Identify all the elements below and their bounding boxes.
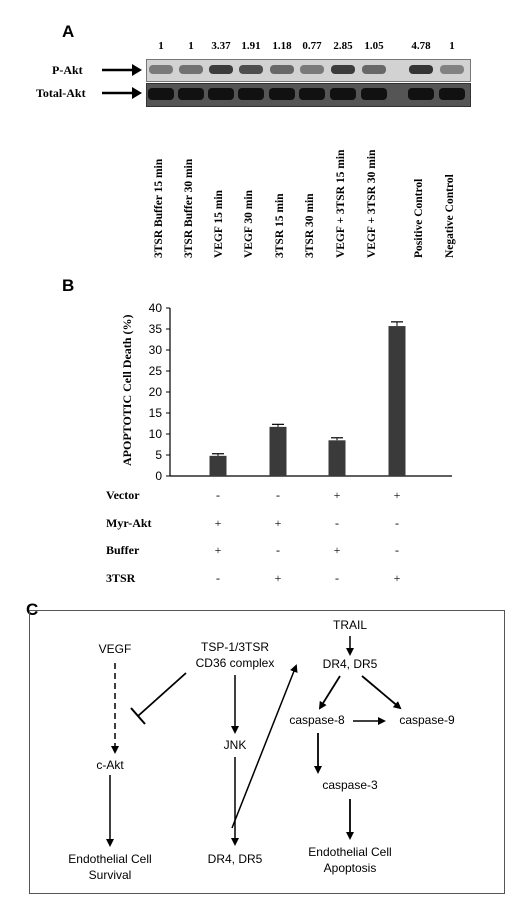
panel-a-label: A bbox=[62, 22, 75, 41]
lane-label: VEGF + 3TSR 30 min bbox=[366, 149, 378, 258]
densitometry-value: 4.78 bbox=[411, 40, 431, 52]
densitometry-value: 1.18 bbox=[272, 40, 292, 52]
total-akt-band bbox=[330, 88, 356, 100]
densitometry-value: 1.05 bbox=[364, 40, 384, 52]
y-tick-label: 25 bbox=[149, 364, 163, 378]
treatment-sign: - bbox=[335, 571, 339, 585]
apoptosis-line2: Apoptosis bbox=[323, 861, 377, 875]
y-tick-label: 20 bbox=[149, 385, 163, 399]
vegf-node: VEGF bbox=[98, 642, 132, 656]
y-tick-label: 15 bbox=[149, 406, 163, 420]
treatment-row-label: 3TSR bbox=[106, 571, 136, 585]
p-akt-band bbox=[300, 65, 324, 74]
total-akt-band bbox=[408, 88, 434, 100]
lane-label: 3TSR Buffer 15 min bbox=[153, 158, 165, 258]
pathway-arrows bbox=[106, 636, 402, 847]
dr-bottom-node: DR4, DR5 bbox=[207, 852, 263, 866]
c-akt-node: c-Akt bbox=[96, 758, 124, 772]
densitometry-value: 1.91 bbox=[241, 40, 261, 52]
treatment-sign: - bbox=[395, 543, 399, 557]
treatment-sign: + bbox=[333, 488, 341, 502]
treatment-sign: - bbox=[216, 571, 220, 585]
treatment-sign: + bbox=[393, 488, 401, 502]
treatment-sign: + bbox=[274, 571, 282, 585]
total-akt-band bbox=[269, 88, 295, 100]
y-tick-label: 35 bbox=[149, 322, 163, 336]
panel-b-label: B bbox=[62, 276, 75, 295]
treatment-sign: - bbox=[395, 516, 399, 530]
total-akt-band bbox=[178, 88, 204, 100]
diagram-frame bbox=[29, 610, 505, 894]
lane-label: VEGF 30 min bbox=[243, 190, 255, 258]
p-akt-band bbox=[409, 65, 433, 74]
densitometry-value: 1 bbox=[188, 40, 194, 52]
apoptosis-bar-chart: 0 5 10 15 20 25 30 35 40 bbox=[149, 301, 452, 483]
survival-line1: Endothelial Cell bbox=[68, 852, 152, 866]
treatment-sign: - bbox=[276, 543, 280, 557]
y-tick-label: 5 bbox=[155, 448, 162, 462]
treatment-sign: - bbox=[276, 488, 280, 502]
p-akt-band bbox=[362, 65, 386, 74]
total-akt-band bbox=[361, 88, 387, 100]
p-akt-band bbox=[440, 65, 464, 74]
lane-label: 3TSR 30 min bbox=[304, 193, 316, 258]
treatment-row-label: Buffer bbox=[106, 543, 140, 557]
apoptosis-line1: Endothelial Cell bbox=[308, 845, 392, 859]
y-tick-label: 40 bbox=[149, 301, 163, 315]
lane-label: 3TSR 15 min bbox=[274, 193, 286, 258]
total-akt-band bbox=[148, 88, 174, 100]
lane-label: 3TSR Buffer 30 min bbox=[183, 158, 195, 258]
y-tick-label: 10 bbox=[149, 427, 163, 441]
tsp-node-line1: TSP-1/3TSR bbox=[200, 640, 269, 654]
densitometry-value: 0.77 bbox=[302, 40, 322, 52]
dr-top-node: DR4, DR5 bbox=[322, 657, 378, 671]
treatment-sign: - bbox=[216, 488, 220, 502]
total-akt-band bbox=[299, 88, 325, 100]
trail-node: TRAIL bbox=[332, 618, 367, 632]
treatment-sign: + bbox=[274, 516, 282, 530]
caspase-9-node: caspase-9 bbox=[399, 713, 455, 727]
treatment-row-label: Vector bbox=[106, 488, 140, 502]
lane-label: VEGF 15 min bbox=[213, 190, 225, 258]
treatment-sign: + bbox=[393, 571, 401, 585]
bar bbox=[328, 440, 346, 476]
total-akt-band bbox=[238, 88, 264, 100]
tsp-node-line2: CD36 complex bbox=[195, 656, 275, 670]
y-tick-label: 30 bbox=[149, 343, 163, 357]
bar bbox=[388, 326, 406, 476]
bar bbox=[209, 455, 227, 476]
p-akt-band bbox=[209, 65, 233, 74]
p-akt-band bbox=[270, 65, 294, 74]
treatment-sign: + bbox=[214, 543, 222, 557]
treatment-sign: + bbox=[214, 516, 222, 530]
total-akt-label: Total-Akt bbox=[36, 86, 86, 100]
lane-label: Positive Control bbox=[413, 178, 425, 258]
p-akt-band bbox=[331, 65, 355, 74]
total-akt-band bbox=[439, 88, 465, 100]
lane-label: VEGF + 3TSR 15 min bbox=[335, 149, 347, 258]
p-akt-band bbox=[149, 65, 173, 74]
treatment-sign: + bbox=[333, 543, 341, 557]
jnk-node: JNK bbox=[223, 738, 247, 752]
treatment-row-label: Myr-Akt bbox=[106, 516, 152, 530]
bar bbox=[269, 426, 287, 476]
p-akt-label: P-Akt bbox=[52, 63, 83, 77]
densitometry-value: 1 bbox=[158, 40, 164, 52]
treatment-sign: - bbox=[335, 516, 339, 530]
p-akt-band bbox=[179, 65, 203, 74]
p-akt-band bbox=[239, 65, 263, 74]
lane-label: Negative Control bbox=[444, 174, 456, 258]
caspase-3-node: caspase-3 bbox=[322, 778, 378, 792]
survival-line2: Survival bbox=[88, 868, 132, 882]
densitometry-value: 3.37 bbox=[211, 40, 231, 52]
y-tick-label: 0 bbox=[155, 469, 162, 483]
densitometry-value: 2.85 bbox=[333, 40, 353, 52]
total-akt-band bbox=[208, 88, 234, 100]
densitometry-value: 1 bbox=[449, 40, 455, 52]
row-arrows bbox=[102, 64, 142, 99]
caspase-8-node: caspase-8 bbox=[289, 713, 345, 727]
